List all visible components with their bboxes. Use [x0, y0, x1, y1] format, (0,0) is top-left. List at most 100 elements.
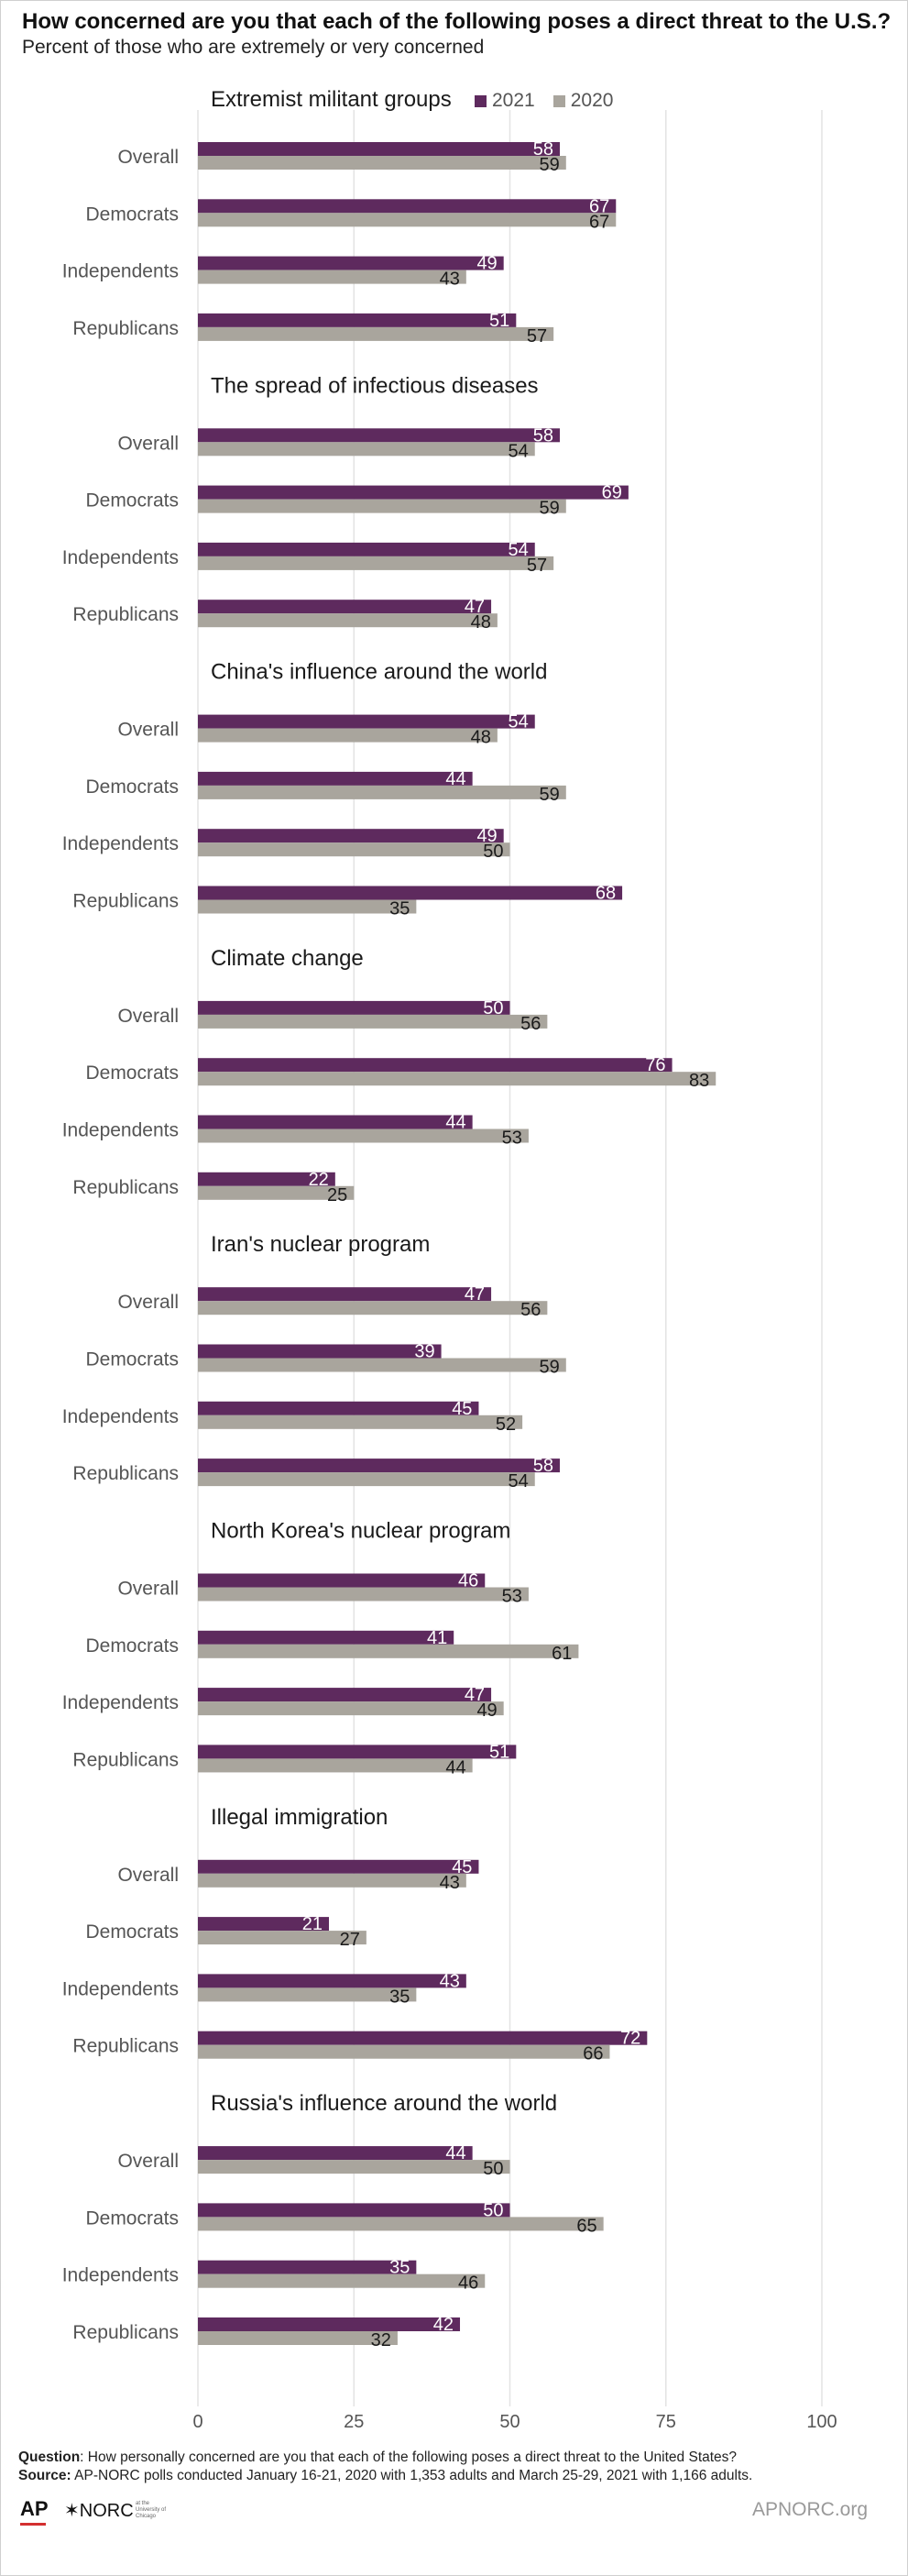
bar-2020-value-label: 44 [445, 1757, 465, 1778]
bar-2020-value-label: 56 [520, 1014, 541, 1034]
bar-2021-value-label: 51 [489, 311, 509, 331]
bar-2020-value-label: 50 [483, 2159, 503, 2179]
apnorc-site-link[interactable]: APNORC.org [751, 2499, 868, 2520]
row-label: Democrats [85, 2207, 179, 2229]
group-title-1: The spread of infectious diseases [211, 373, 539, 398]
row-label: Republicans [72, 1177, 179, 1198]
bar-2020 [198, 899, 417, 914]
bar-2020 [198, 1301, 548, 1316]
row-label: Democrats [85, 1062, 179, 1084]
bar-2020 [198, 2044, 610, 2059]
bar-2020 [198, 2160, 510, 2174]
row-label: Overall [117, 2151, 179, 2172]
bar-2021-value-label: 58 [533, 139, 553, 160]
bar-2020-value-label: 53 [502, 1128, 522, 1149]
bar-2021 [198, 256, 504, 270]
bar-2020 [198, 270, 466, 284]
bar-2021-value-label: 54 [508, 712, 528, 732]
bar-2021 [198, 2260, 417, 2274]
group-title-6: Illegal immigration [211, 1805, 388, 1830]
group-title-3: Climate change [211, 946, 364, 971]
bar-2020-value-label: 50 [483, 842, 503, 862]
bar-2021-value-label: 46 [458, 1571, 478, 1591]
group-title-5: North Korea's nuclear program [211, 1519, 510, 1544]
bar-2020-value-label: 46 [458, 2273, 478, 2294]
row-label: Democrats [85, 204, 179, 225]
bar-2021 [198, 2146, 473, 2161]
bar-chart: 0 25 50 75 100 Extremist militant groups Overa… [62, 87, 837, 2432]
row-label: Independents [62, 2265, 179, 2286]
bar-2020-value-label: 59 [540, 155, 560, 175]
bar-2020-value-label: 43 [440, 1873, 460, 1893]
bar-2020 [198, 1072, 717, 1086]
group-title-0: Extremist militant groups [211, 87, 452, 112]
row-label: Democrats [85, 1921, 179, 1943]
bar-2021 [198, 1745, 517, 1759]
row-label: Overall [117, 1006, 179, 1027]
bar-2020 [198, 1014, 548, 1029]
bar-2020-value-label: 59 [540, 785, 560, 805]
bar-2020-value-label: 54 [508, 1471, 528, 1492]
bar-2020 [198, 785, 566, 799]
bar-2020 [198, 1358, 566, 1372]
row-label: Independents [62, 1978, 179, 1999]
bar-2020 [198, 2217, 604, 2231]
row-label: Democrats [85, 1349, 179, 1371]
legend-label-2020: 2020 [570, 90, 614, 111]
bar-2021-value-label: 50 [483, 2200, 503, 2220]
row-label: Independents [62, 1406, 179, 1427]
chart-subtitle: Percent of those who are extremely or ve… [22, 37, 485, 58]
norc-logo-tagline: at the University of Chicago [136, 2501, 167, 2519]
x-tick-label-100: 100 [806, 2412, 837, 2432]
bar-2021 [198, 142, 560, 156]
bar-2020 [198, 442, 535, 457]
row-label: Republicans [72, 2322, 179, 2343]
row-label: Overall [117, 433, 179, 454]
bar-2021-value-label: 42 [433, 2315, 454, 2335]
bar-2020-value-label: 65 [576, 2216, 596, 2236]
bar-2020 [198, 1415, 523, 1429]
legend-item-2021: 2021 [475, 90, 535, 112]
bar-2021-value-label: 21 [302, 1914, 323, 1934]
bar-2020 [198, 2331, 398, 2345]
bar-2021-value-label: 76 [645, 1055, 665, 1075]
row-label: Independents [62, 261, 179, 282]
bar-2021 [198, 428, 560, 443]
bar-2020 [198, 1987, 417, 2002]
bar-2021-value-label: 47 [465, 1685, 485, 1705]
bar-2021 [198, 1344, 442, 1359]
bar-2021-value-label: 47 [465, 597, 485, 617]
bar-2020-value-label: 59 [540, 499, 560, 519]
footer: Question: How personally concerned are y… [18, 2449, 752, 2485]
bar-2021 [198, 1172, 335, 1186]
bar-2020 [198, 728, 498, 743]
bar-2021-value-label: 43 [440, 1971, 460, 1991]
legend-item-2020: 2020 [552, 90, 614, 112]
bar-2020-value-label: 57 [527, 556, 547, 576]
bar-2021 [198, 542, 535, 556]
bar-2020-value-label: 57 [527, 326, 547, 347]
bar-2021-value-label: 54 [508, 540, 528, 560]
row-label: Independents [62, 547, 179, 568]
row-label: Democrats [85, 776, 179, 798]
row-label: Independents [62, 1120, 179, 1141]
footer-source: Source: AP-NORC polls conducted January … [18, 2467, 752, 2485]
bar-2021-value-label: 69 [602, 483, 622, 503]
row-label: Democrats [85, 1635, 179, 1657]
bar-2021 [198, 886, 623, 900]
chart-title: How concerned are you that each of the f… [22, 9, 892, 34]
bar-2020-value-label: 27 [340, 1930, 360, 1950]
question-text: : How personally concerned are you that … [80, 2449, 738, 2465]
bar-2021-value-label: 45 [452, 1399, 472, 1419]
bar-2020 [198, 1873, 466, 1888]
bar-2020 [198, 1128, 529, 1143]
ap-logo: AP [20, 2497, 49, 2520]
row-label: Overall [117, 1579, 179, 1600]
bar-2021-value-label: 39 [414, 1342, 434, 1362]
legend-swatch-2021 [475, 94, 487, 107]
bar-2020 [198, 499, 566, 513]
bar-2021-value-label: 44 [445, 769, 465, 789]
bar-2020 [198, 1758, 473, 1773]
footer-question: Question: How personally concerned are y… [18, 2449, 752, 2467]
bar-2021 [198, 1974, 466, 1988]
